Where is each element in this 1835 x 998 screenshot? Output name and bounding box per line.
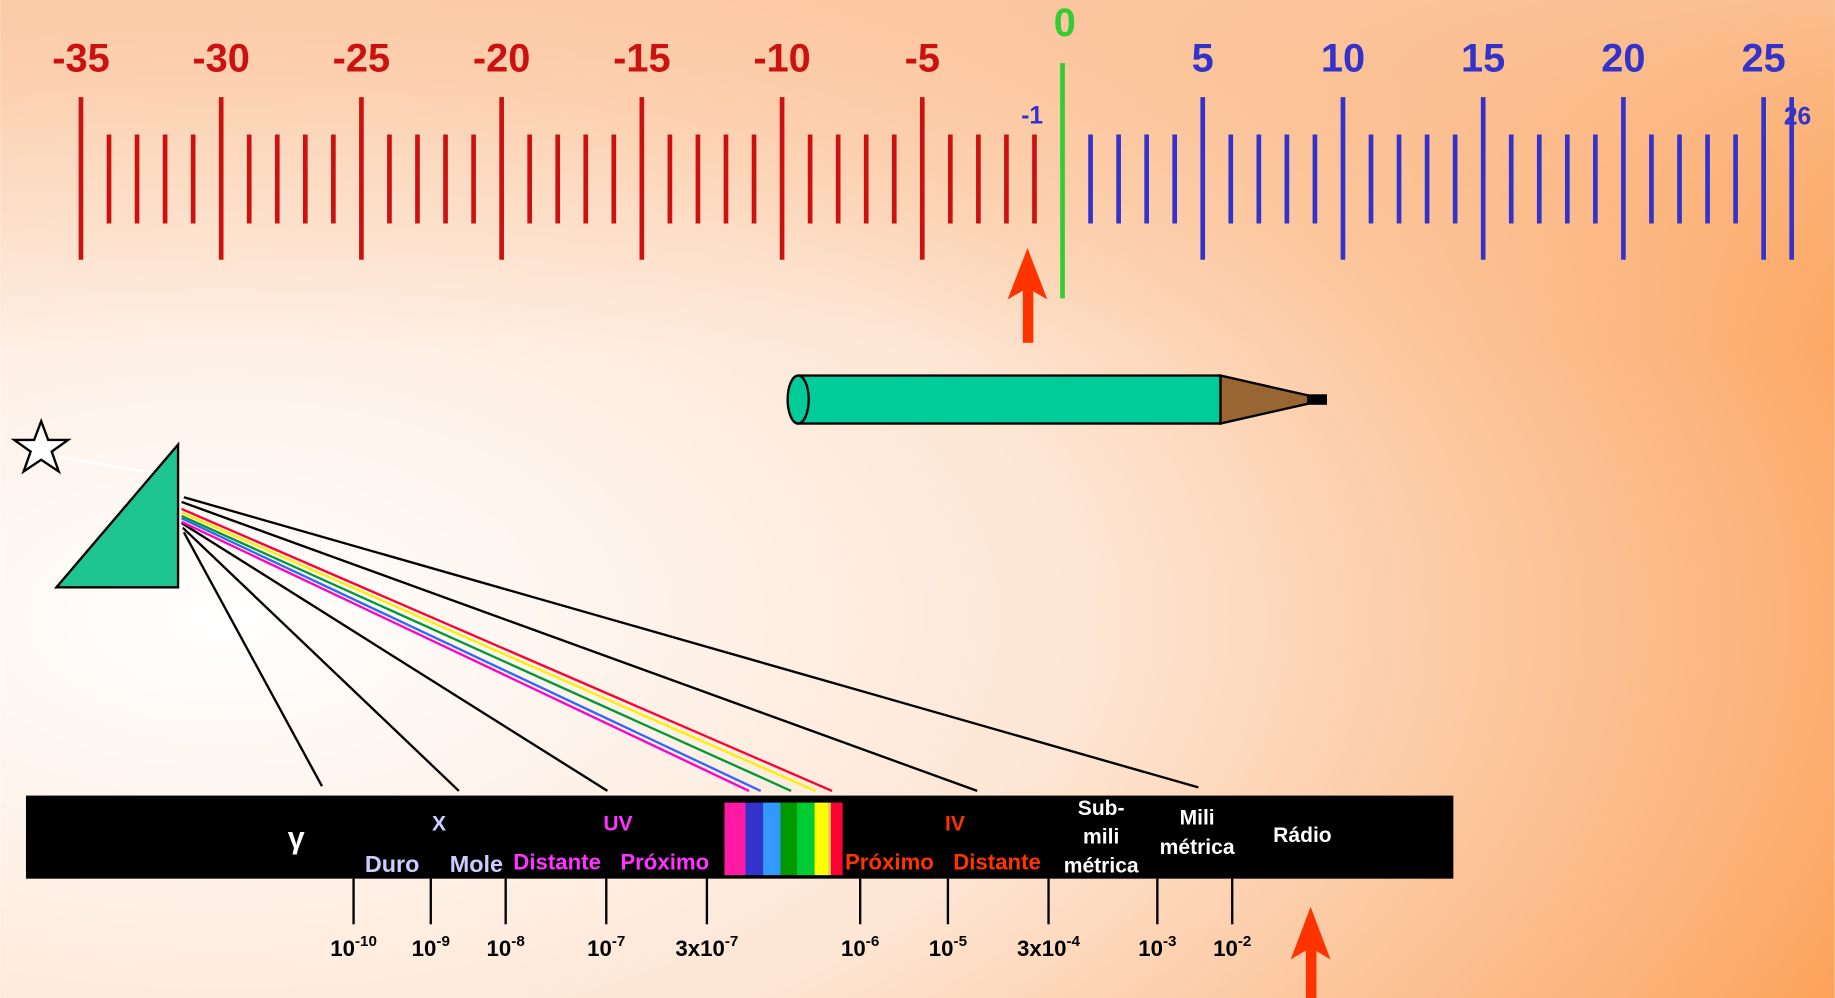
diagram: -35 -30 -25 -20 -15 -10 -5 5 10 15 20 25 0 -1 26: [0, 0, 1835, 998]
scale-label: 20: [1601, 36, 1645, 80]
scale-label: 26: [1784, 104, 1811, 131]
scale-label: -35: [52, 36, 109, 80]
mm-label: Mili: [1180, 807, 1215, 830]
wavelength-exp: -2: [1238, 933, 1252, 950]
scale-label: -1: [1021, 102, 1043, 129]
wavelength-exp: -10: [355, 933, 377, 950]
wavelength-base: 10: [1213, 936, 1238, 961]
scale-label: 5: [1192, 36, 1214, 80]
gamma-label: γ: [288, 821, 305, 855]
submm-label: métrica: [1064, 855, 1139, 878]
ir-far-label: Distante: [953, 849, 1041, 874]
wavelength-exp: -3: [1163, 933, 1177, 950]
wavelength-base: 10: [1138, 936, 1163, 961]
scale-label: -20: [473, 36, 530, 80]
ir-label: IV: [945, 812, 965, 835]
wavelength-exp: -6: [866, 933, 880, 950]
scale-label: 10: [1321, 36, 1365, 80]
uv-near-label: Próximo: [620, 849, 709, 874]
scale-label: -10: [753, 36, 810, 80]
wavelength-base: 10: [330, 936, 355, 961]
submm-label: mili: [1083, 825, 1119, 848]
x-hard-label: Duro: [365, 851, 420, 877]
x-soft-label: Mole: [450, 851, 503, 877]
zero-label: 0: [1054, 1, 1076, 45]
uv-far-label: Distante: [513, 849, 601, 874]
ir-near-label: Próximo: [845, 849, 934, 874]
page: -35 -30 -25 -20 -15 -10 -5 5 10 15 20 25 0 -1 26: [0, 0, 1835, 998]
wavelength-exp: -5: [954, 933, 968, 950]
wavelength-base: 10: [929, 936, 954, 961]
wavelength-exp: -7: [725, 933, 739, 950]
scale-label: -30: [192, 36, 249, 80]
wavelength-base: 10: [587, 936, 612, 961]
submm-label: Sub-: [1078, 797, 1125, 820]
wavelength-exp: -7: [612, 933, 626, 950]
scale-label: 25: [1742, 36, 1786, 80]
uv-label: UV: [603, 812, 632, 835]
wavelength-base: 10: [412, 936, 437, 961]
scale-label: 15: [1461, 36, 1505, 80]
scale-label: -15: [613, 36, 670, 80]
mm-label: métrica: [1160, 836, 1235, 859]
wavelength-base: 3x10: [1017, 936, 1066, 961]
wavelength-exp: -4: [1066, 933, 1080, 950]
x-label: X: [432, 812, 446, 835]
wavelength-base: 3x10: [675, 936, 724, 961]
radio-label: Rádio: [1273, 824, 1332, 847]
pencil: [788, 376, 1326, 424]
scale-label: -25: [333, 36, 390, 80]
wavelength-base: 10: [841, 936, 866, 961]
wavelength-exp: -8: [511, 933, 525, 950]
wavelength-exp: -9: [436, 933, 450, 950]
visible-strip: [724, 803, 842, 876]
scale-label: -5: [905, 36, 940, 80]
wavelength-base: 10: [487, 936, 512, 961]
